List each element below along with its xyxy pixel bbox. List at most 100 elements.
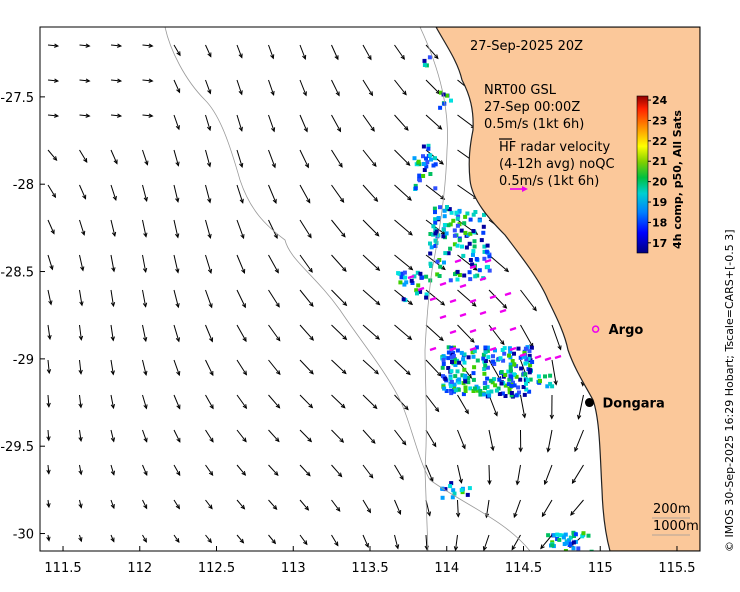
sst-pixel: [455, 277, 460, 282]
sst-pixel: [509, 374, 514, 379]
current-arrow-head: [110, 302, 116, 308]
sst-pixel: [428, 153, 433, 158]
current-arrow-head: [341, 369, 347, 375]
sst-pixel: [446, 366, 451, 370]
hf-radar-vector: [534, 354, 542, 360]
sst-pixel: [471, 229, 476, 233]
sst-pixel: [452, 228, 457, 233]
sst-pixel: [397, 271, 402, 276]
current-arrow-head: [500, 340, 505, 346]
sst-pixel: [421, 162, 426, 166]
sst-pixel: [562, 542, 567, 546]
current-arrow-head: [405, 161, 411, 166]
sst-pixel: [452, 233, 457, 238]
sst-pixel: [455, 243, 460, 248]
current-arrow: [205, 79, 211, 94]
sst-pixel: [455, 223, 460, 228]
current-arrow: [205, 44, 212, 57]
sst-pixel: [448, 222, 453, 227]
sst-pixel: [512, 383, 517, 388]
sst-pixel: [438, 205, 442, 210]
sst-pixel: [568, 542, 573, 547]
sst-pixel: [492, 377, 497, 382]
current-arrow: [236, 464, 246, 476]
sst-pixel: [507, 353, 511, 358]
current-arrow: [110, 184, 117, 201]
current-arrow: [268, 324, 281, 341]
current-arrow-head: [303, 540, 308, 546]
sst-pixel: [433, 156, 437, 161]
current-arrow: [47, 464, 50, 474]
current-arrow: [173, 324, 180, 342]
sst-pixel: [482, 212, 486, 217]
current-arrow: [488, 289, 507, 309]
sst-pixel: [471, 212, 476, 217]
sst-pixel: [521, 385, 526, 389]
current-arrow-head: [242, 404, 248, 410]
sst-pixel: [428, 251, 433, 256]
sst-pixel: [485, 243, 490, 248]
current-arrow: [173, 114, 180, 130]
sst-pixel: [442, 208, 447, 213]
sst-pixel: [462, 221, 467, 226]
current-arrow-head: [78, 335, 84, 341]
current-arrow: [47, 114, 58, 117]
current-arrow: [110, 149, 118, 164]
sst-pixel: [425, 160, 430, 165]
hf-radar-vector: [449, 329, 457, 335]
current-arrow: [394, 44, 405, 60]
current-arrow-head: [308, 403, 314, 409]
lon-tick-label: 112.5: [198, 561, 235, 576]
current-arrow-head: [209, 437, 214, 443]
sst-pixel: [421, 154, 425, 159]
sst-pixel: [507, 377, 512, 382]
current-arrow: [457, 429, 466, 449]
sst-pixel: [459, 488, 464, 493]
sst-pixel: [471, 252, 475, 257]
current-arrow-head: [464, 409, 469, 415]
current-arrow-head: [342, 267, 347, 272]
hf-legend-line3: 0.5m/s (1kt 6h): [499, 174, 599, 189]
current-arrow: [488, 464, 491, 484]
current-arrow: [47, 184, 56, 198]
current-arrow: [79, 499, 82, 508]
lon-tick-label: 115: [588, 561, 613, 576]
hf-radar-vector: [479, 310, 487, 316]
sst-pixel: [522, 350, 527, 355]
sst-pixel: [576, 546, 581, 551]
current-arrow-head: [408, 230, 413, 236]
sst-pixel: [512, 372, 516, 377]
current-arrow-head: [240, 234, 245, 240]
sst-pixel: [482, 371, 487, 376]
current-arrow: [236, 324, 247, 342]
sst-pixel: [418, 289, 423, 294]
current-arrow-head: [209, 371, 214, 377]
current-arrow-head: [54, 113, 60, 118]
sst-pixel: [485, 384, 490, 389]
current-arrow: [142, 394, 147, 409]
current-arrow: [299, 464, 311, 476]
current-arrow-head: [274, 437, 280, 443]
sst-pixel: [508, 368, 513, 373]
current-arrow-head: [273, 471, 279, 477]
sst-pixel: [465, 492, 470, 497]
sst-pixel: [563, 532, 568, 537]
current-arrow-head: [270, 127, 276, 133]
current-arrow: [551, 359, 557, 385]
current-arrow: [425, 184, 445, 200]
current-arrow-head: [46, 536, 51, 542]
current-arrow-head: [208, 303, 213, 309]
current-arrow: [173, 429, 181, 443]
lon-tick-label: 113.5: [351, 561, 388, 576]
current-arrow: [516, 464, 521, 485]
sst-pixel: [474, 345, 479, 350]
sst-pixel: [442, 386, 447, 391]
current-arrow-head: [453, 546, 459, 551]
current-arrow: [425, 359, 442, 377]
current-arrow: [331, 429, 344, 443]
sst-pixel: [571, 530, 576, 535]
sst-pixel: [440, 365, 445, 370]
current-arrow: [142, 149, 148, 165]
current-arrow-head: [502, 304, 508, 309]
current-arrow-head: [302, 54, 307, 60]
